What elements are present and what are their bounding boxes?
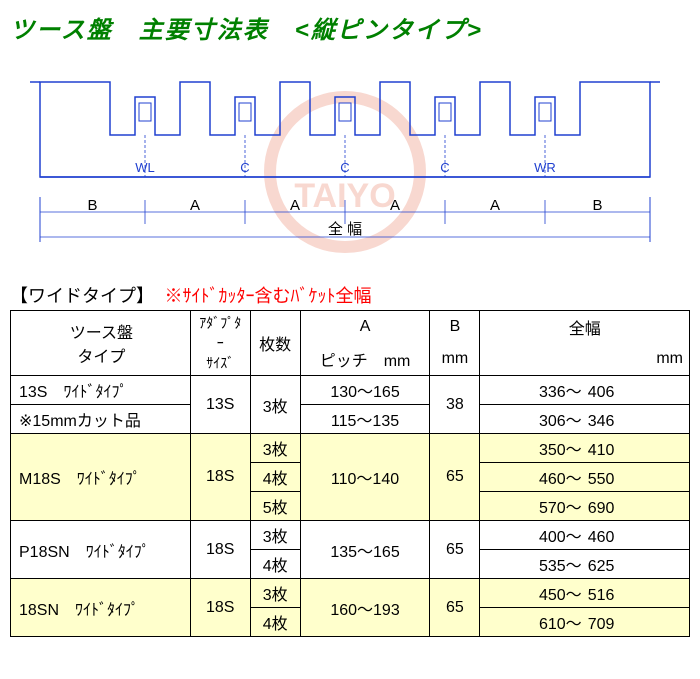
header-type: ツース盤 タイプ [11, 311, 191, 376]
section-note: ※ｻｲﾄﾞｶｯﾀｰ含むﾊﾞｹｯﾄ全幅 [164, 282, 371, 308]
header-pitch-unit: ピッチ mm [300, 343, 430, 376]
header-width-unit: mm [480, 343, 690, 376]
table-cell: 135～165 [300, 521, 430, 579]
header-count: 枚数 [250, 311, 300, 376]
table-cell: 3枚 [250, 579, 300, 608]
table-cell: 400～460 [480, 521, 690, 550]
table-row: ※15mmカット品 115～135 306～346 [11, 405, 690, 434]
table-cell: 610～709 [480, 608, 690, 637]
table-cell: ※15mmカット品 [11, 405, 191, 434]
table-cell: 460～550 [480, 463, 690, 492]
svg-text:B: B [592, 197, 602, 214]
table-row: 13S ﾜｲﾄﾞﾀｲﾌﾟ13S3枚130～16538336～406 [11, 376, 690, 405]
header-adapter: ｱﾀﾞﾌﾟﾀｰ ｻｲｽﾞ [190, 311, 250, 376]
table-cell: 110～140 [300, 434, 430, 521]
table-cell: 3枚 [250, 434, 300, 463]
svg-text:B: B [87, 197, 97, 214]
table-cell: 18S [190, 434, 250, 521]
table-cell: 13S [190, 376, 250, 434]
table-cell: 535～625 [480, 550, 690, 579]
header-pitch-a: A [300, 311, 430, 344]
table-cell: 4枚 [250, 463, 300, 492]
table-cell: 115～135 [300, 405, 430, 434]
section-label: 【ワイドタイプ】 [10, 282, 154, 308]
table-cell: 38 [430, 376, 480, 434]
table-cell: 65 [430, 579, 480, 637]
table-row: M18S ﾜｲﾄﾞﾀｲﾌﾟ18S3枚110～14065350～410 [11, 434, 690, 463]
table-cell: 18S [190, 521, 250, 579]
table-cell: 570～690 [480, 492, 690, 521]
table-cell: 160～193 [300, 579, 430, 637]
svg-text:A: A [390, 197, 400, 214]
svg-text:A: A [290, 197, 300, 214]
table-cell: P18SN ﾜｲﾄﾞﾀｲﾌﾟ [11, 521, 191, 579]
table-cell: 306～346 [480, 405, 690, 434]
header-width: 全幅 [480, 311, 690, 344]
table-cell: 350～410 [480, 434, 690, 463]
table-cell: 13S ﾜｲﾄﾞﾀｲﾌﾟ [11, 376, 191, 405]
table-row: P18SN ﾜｲﾄﾞﾀｲﾌﾟ18S3枚135～16565400～460 [11, 521, 690, 550]
svg-text:A: A [190, 197, 200, 214]
table-cell: 3枚 [250, 521, 300, 550]
table-row: 18SN ﾜｲﾄﾞﾀｲﾌﾟ18S3枚160～19365450～516 [11, 579, 690, 608]
header-b: B [430, 311, 480, 344]
page-title: ツース盤 主要寸法表 <縦ピンタイプ> [10, 10, 690, 45]
table-cell: M18S ﾜｲﾄﾞﾀｲﾌﾟ [11, 434, 191, 521]
table-cell: 4枚 [250, 608, 300, 637]
table-cell: 3枚 [250, 376, 300, 434]
table-cell: 65 [430, 434, 480, 521]
table-cell: 130～165 [300, 376, 430, 405]
table-cell: 450～516 [480, 579, 690, 608]
svg-text:A: A [490, 197, 500, 214]
table-cell: 65 [430, 521, 480, 579]
dimensions-table: ツース盤 タイプ ｱﾀﾞﾌﾟﾀｰ ｻｲｽﾞ 枚数 A B 全幅 ピッチ mm m… [10, 310, 690, 637]
table-cell: 18S [190, 579, 250, 637]
table-cell: 336～406 [480, 376, 690, 405]
tooth-plate-diagram: TAIYOWLCCCWRBAAAAB全 幅 [10, 57, 680, 257]
section-header: 【ワイドタイプ】 ※ｻｲﾄﾞｶｯﾀｰ含むﾊﾞｹｯﾄ全幅 [10, 282, 690, 308]
svg-text:全 幅: 全 幅 [328, 220, 362, 238]
table-cell: 18SN ﾜｲﾄﾞﾀｲﾌﾟ [11, 579, 191, 637]
table-cell: 4枚 [250, 550, 300, 579]
table-cell: 5枚 [250, 492, 300, 521]
header-b-unit: mm [430, 343, 480, 376]
